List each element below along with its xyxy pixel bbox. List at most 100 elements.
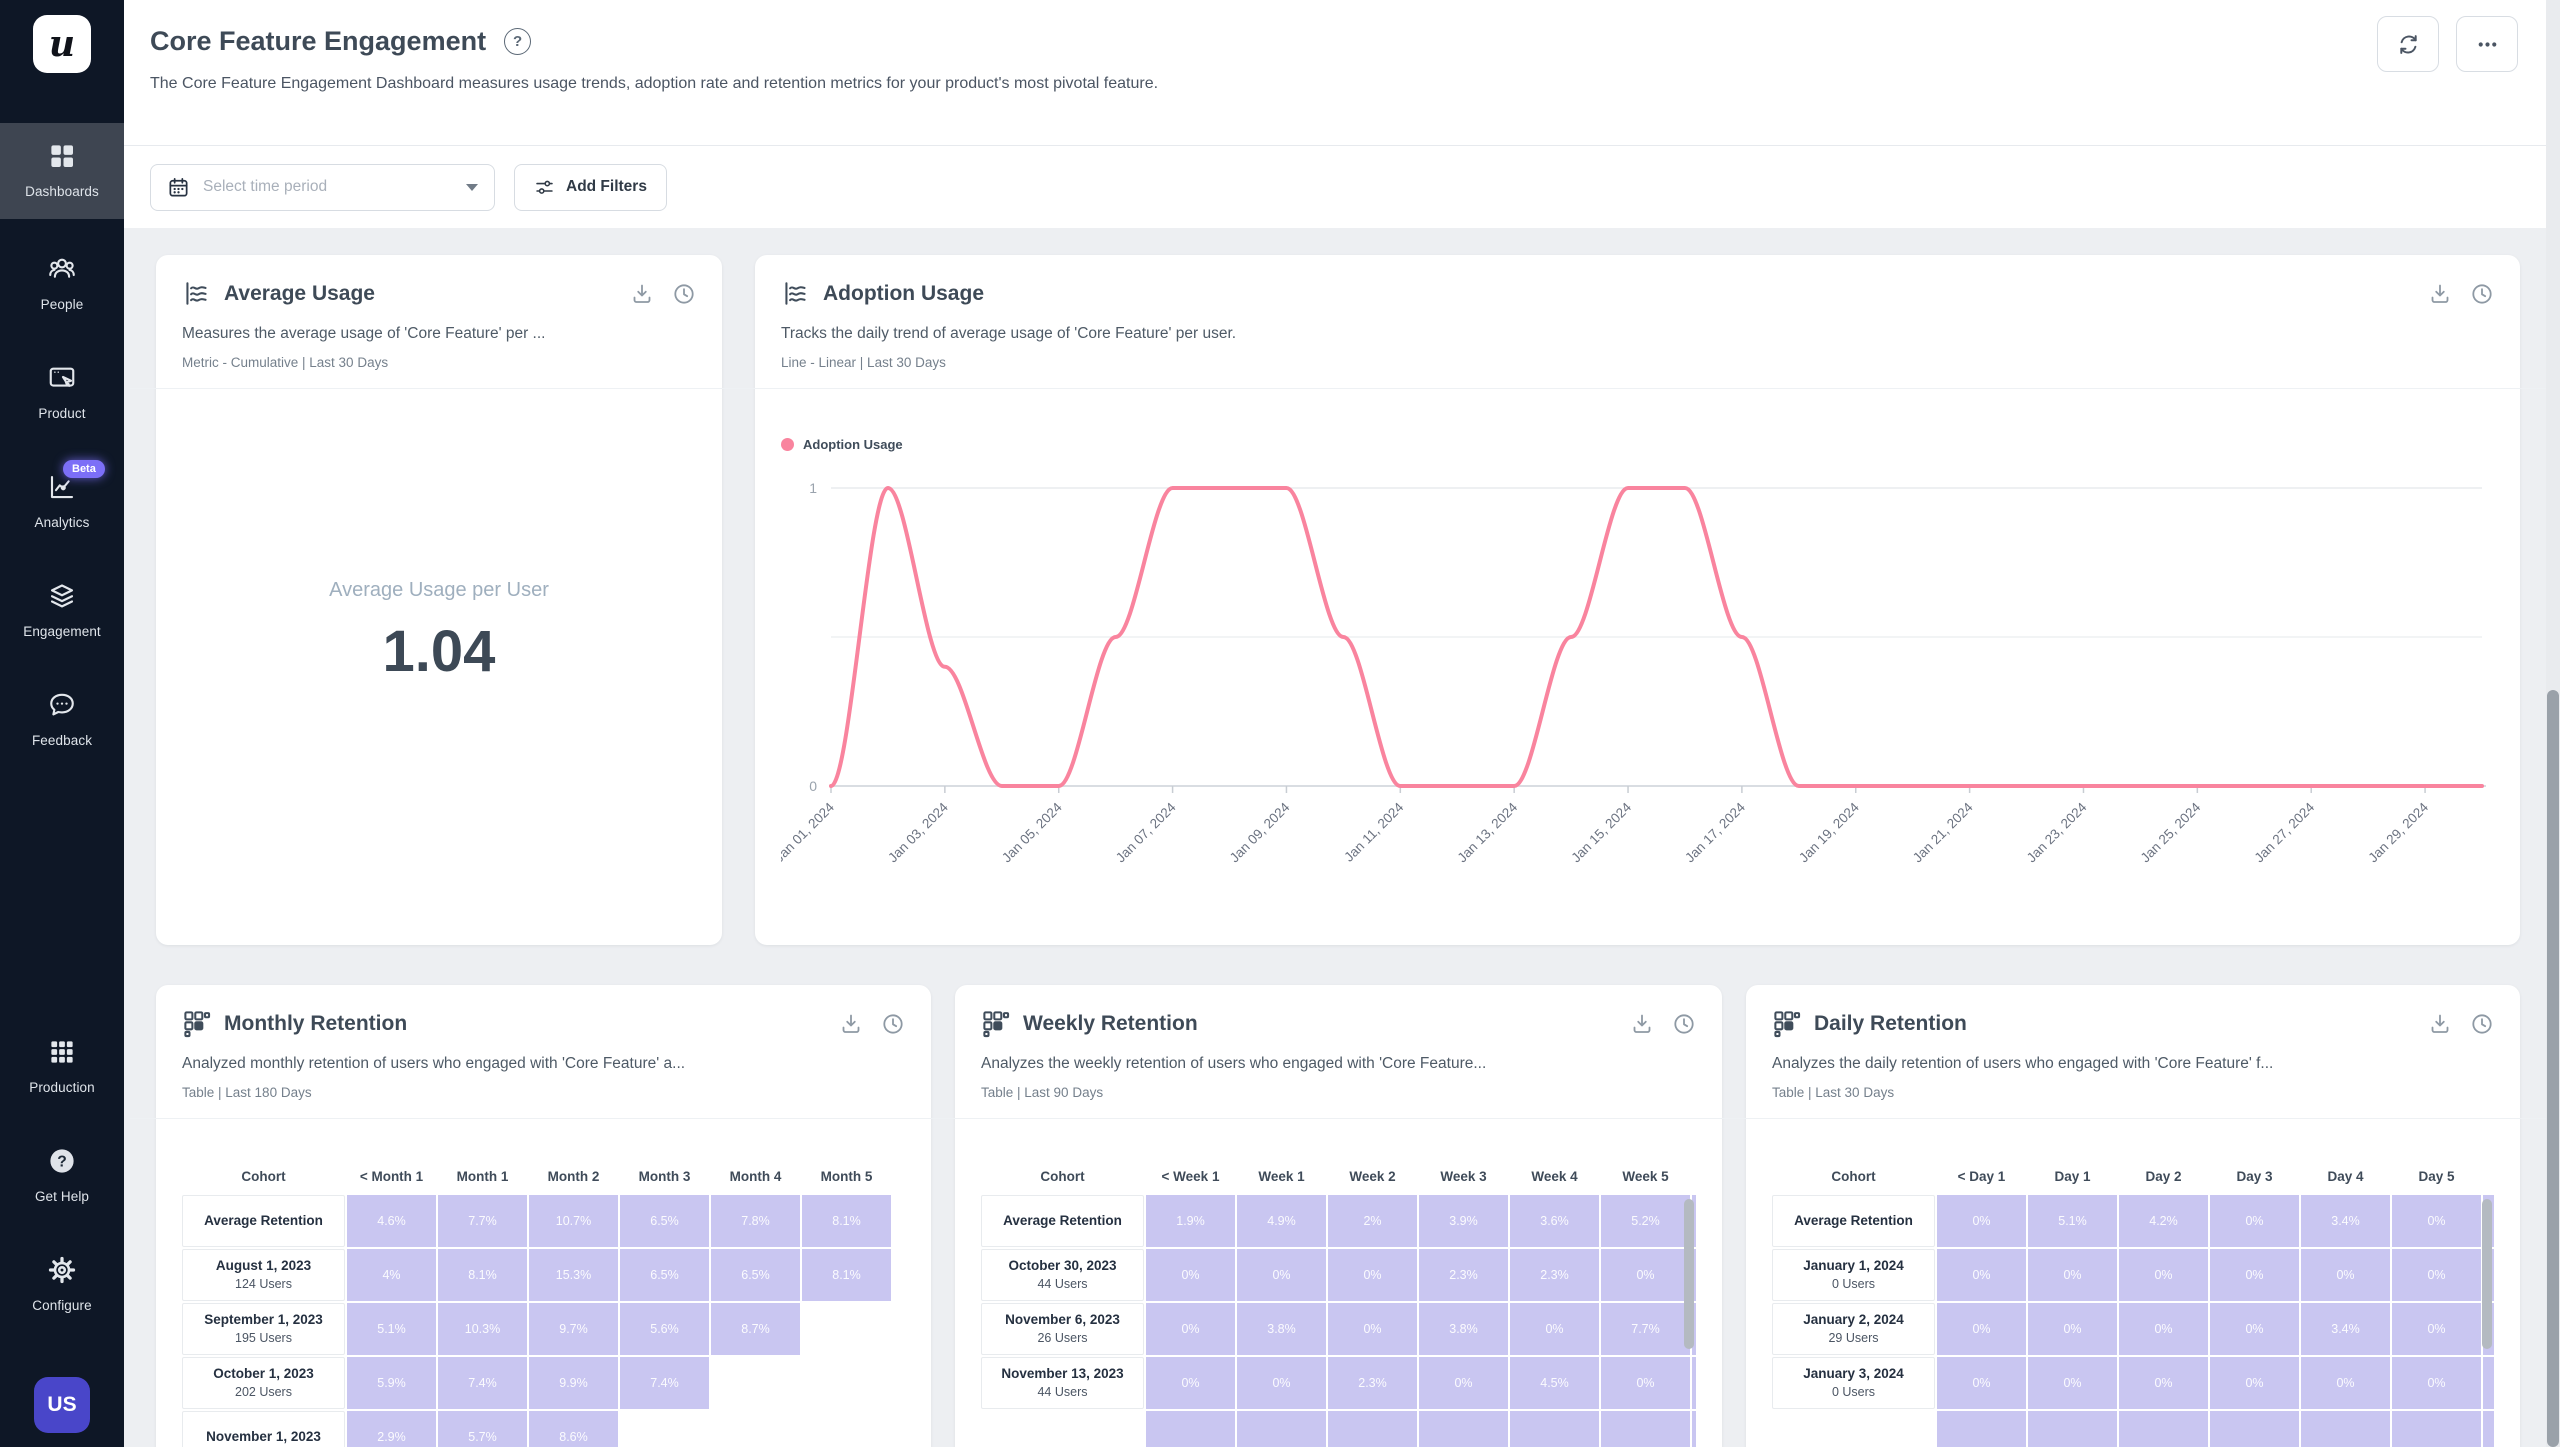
- retention-cell: 0%: [1510, 1303, 1599, 1355]
- sidebar-item-production[interactable]: Production: [0, 1024, 124, 1109]
- retention-cell: 4.6%: [347, 1195, 436, 1247]
- download-icon[interactable]: [630, 282, 654, 306]
- retention-cell: 4.2%: [2119, 1195, 2208, 1247]
- retention-header-row: Cohort < Month 1 Month 1 Month 2 Month 3 Mont…: [182, 1159, 905, 1193]
- clock-icon[interactable]: [1672, 1012, 1696, 1036]
- card-meta: Table | Last 180 Days: [182, 1085, 312, 1100]
- retention-cell: 2.3%: [1510, 1249, 1599, 1301]
- app-logo[interactable]: u: [33, 15, 91, 73]
- x-tick-label: Jan 05, 2024: [999, 799, 1065, 865]
- card-meta: Table | Last 30 Days: [1772, 1085, 1895, 1100]
- card-title: Adoption Usage: [823, 281, 984, 305]
- clock-icon[interactable]: [672, 282, 696, 306]
- divider: [130, 388, 748, 389]
- engagement-icon: [47, 581, 77, 616]
- retention-cell: [2392, 1411, 2481, 1447]
- retention-cell: 0%: [2392, 1357, 2481, 1409]
- retention-cell: 9.9%: [529, 1357, 618, 1409]
- retention-cell: 2.3%: [1328, 1357, 1417, 1409]
- retention-row: [1772, 1411, 2494, 1447]
- time-period-select[interactable]: Select time period: [150, 163, 495, 211]
- x-tick-label: Jan 17, 2024: [1682, 799, 1748, 865]
- feedback-icon: [47, 690, 77, 725]
- production-icon: [47, 1037, 77, 1072]
- retention-cell: 0%: [1419, 1357, 1508, 1409]
- retention-header-row: Cohort < Week 1 Week 1 Week 2 Week 3 Week 4 We…: [981, 1159, 1696, 1193]
- table-scrollbar-thumb[interactable]: [2482, 1199, 2492, 1349]
- retention-cell: [2301, 1411, 2390, 1447]
- download-icon[interactable]: [2428, 282, 2452, 306]
- ellipsis-icon: [2478, 41, 2496, 47]
- sidebar-item-label: Production: [29, 1080, 95, 1095]
- retention-cell: 0%: [1237, 1357, 1326, 1409]
- retention-cell: [1328, 1411, 1417, 1447]
- cohort-size: 202 Users: [235, 1384, 292, 1399]
- retention-cell: 1.9%: [1146, 1195, 1235, 1247]
- sidebar-item-engagement[interactable]: Engagement: [0, 568, 124, 653]
- retention-cell: [1692, 1357, 1696, 1409]
- dashboards-icon: [47, 141, 77, 176]
- clock-icon[interactable]: [2470, 1012, 2494, 1036]
- retention-cell: 3.4%: [2301, 1195, 2390, 1247]
- retention-cell: 0%: [2119, 1303, 2208, 1355]
- page-header: Core Feature Engagement ? The Core Featu…: [124, 0, 2560, 146]
- add-filters-button[interactable]: Add Filters: [514, 163, 667, 211]
- divider: [130, 1118, 957, 1119]
- x-tick-label: Jan 29, 2024: [2365, 799, 2431, 865]
- more-options-button[interactable]: [2456, 16, 2518, 72]
- retention-cell: 0%: [1328, 1303, 1417, 1355]
- filter-bar: Select time period Add Filters: [124, 146, 2560, 228]
- card-meta: Table | Last 90 Days: [981, 1085, 1104, 1100]
- clock-icon[interactable]: [2470, 282, 2494, 306]
- sidebar-item-get-help[interactable]: ? Get Help: [0, 1133, 124, 1218]
- card-description: Analyzed monthly retention of users who …: [182, 1055, 686, 1072]
- sidebar-item-analytics[interactable]: Beta Analytics: [0, 459, 124, 544]
- product-icon: [47, 363, 77, 398]
- sidebar-item-feedback[interactable]: Feedback: [0, 677, 124, 762]
- retention-cell: 0%: [2028, 1249, 2117, 1301]
- download-icon[interactable]: [839, 1012, 863, 1036]
- retention-cell: 3.8%: [1419, 1303, 1508, 1355]
- retention-cell: [1692, 1303, 1696, 1355]
- chart-legend: Adoption Usage: [781, 437, 2494, 452]
- retention-cell: 2.3%: [1419, 1249, 1508, 1301]
- retention-cell: 0%: [2210, 1195, 2299, 1247]
- sidebar-item-configure[interactable]: Configure: [0, 1242, 124, 1327]
- retention-cell: [2483, 1411, 2494, 1447]
- retention-cell: 0%: [1146, 1249, 1235, 1301]
- page-scrollbar-thumb[interactable]: [2547, 690, 2559, 1447]
- main-area: Core Feature Engagement ? The Core Featu…: [124, 0, 2560, 1447]
- sidebar-item-product[interactable]: Product: [0, 350, 124, 435]
- cohort-size: 0 Users: [1831, 1384, 1876, 1399]
- cohort-label-cell: November 1, 2023: [182, 1411, 345, 1447]
- download-icon[interactable]: [1630, 1012, 1654, 1036]
- filter-sliders-icon: [536, 180, 553, 194]
- retention-cell: 9.7%: [529, 1303, 618, 1355]
- retention-column-header: Week 6: [1692, 1169, 1696, 1184]
- retention-cell: 8.7%: [711, 1303, 800, 1355]
- page-scrollbar-track: [2546, 0, 2560, 1447]
- user-avatar[interactable]: US: [34, 1377, 90, 1433]
- table-scrollbar-thumb[interactable]: [1684, 1199, 1694, 1349]
- sidebar-item-dashboards[interactable]: Dashboards: [0, 123, 124, 219]
- adoption-line: [829, 485, 2484, 788]
- clock-icon[interactable]: [881, 1012, 905, 1036]
- retention-column-header: Day 6: [2483, 1169, 2494, 1184]
- sidebar-item-label: Dashboards: [25, 184, 99, 199]
- retention-cell: 0%: [1601, 1357, 1690, 1409]
- page-help-icon[interactable]: ?: [504, 28, 532, 55]
- weekly-retention-card: Weekly Retention Analyzes the weekly ret…: [929, 985, 1748, 1447]
- retention-column-header: Day 1: [2054, 1168, 2091, 1184]
- page-description: The Core Feature Engagement Dashboard me…: [150, 75, 1159, 92]
- download-icon[interactable]: [2428, 1012, 2452, 1036]
- refresh-button[interactable]: [2377, 16, 2439, 72]
- sidebar-item-people[interactable]: People: [0, 241, 124, 326]
- retention-cell: 0%: [2301, 1357, 2390, 1409]
- cohort-name: January 1, 2024: [1803, 1258, 1904, 1274]
- monthly-retention-card: Monthly Retention Analyzed monthly reten…: [130, 985, 957, 1447]
- cohort-name: October 30, 2023: [1008, 1258, 1117, 1274]
- retention-row: November 6, 2023 26 Users 0% 3.8% 0% 3.8% 0% 7.…: [981, 1303, 1696, 1355]
- weekly-retention-table: Cohort < Week 1 Week 1 Week 2 Week 3 Week 4 We…: [981, 1159, 1696, 1447]
- card-description: Measures the average usage of 'Core Feat…: [182, 325, 546, 342]
